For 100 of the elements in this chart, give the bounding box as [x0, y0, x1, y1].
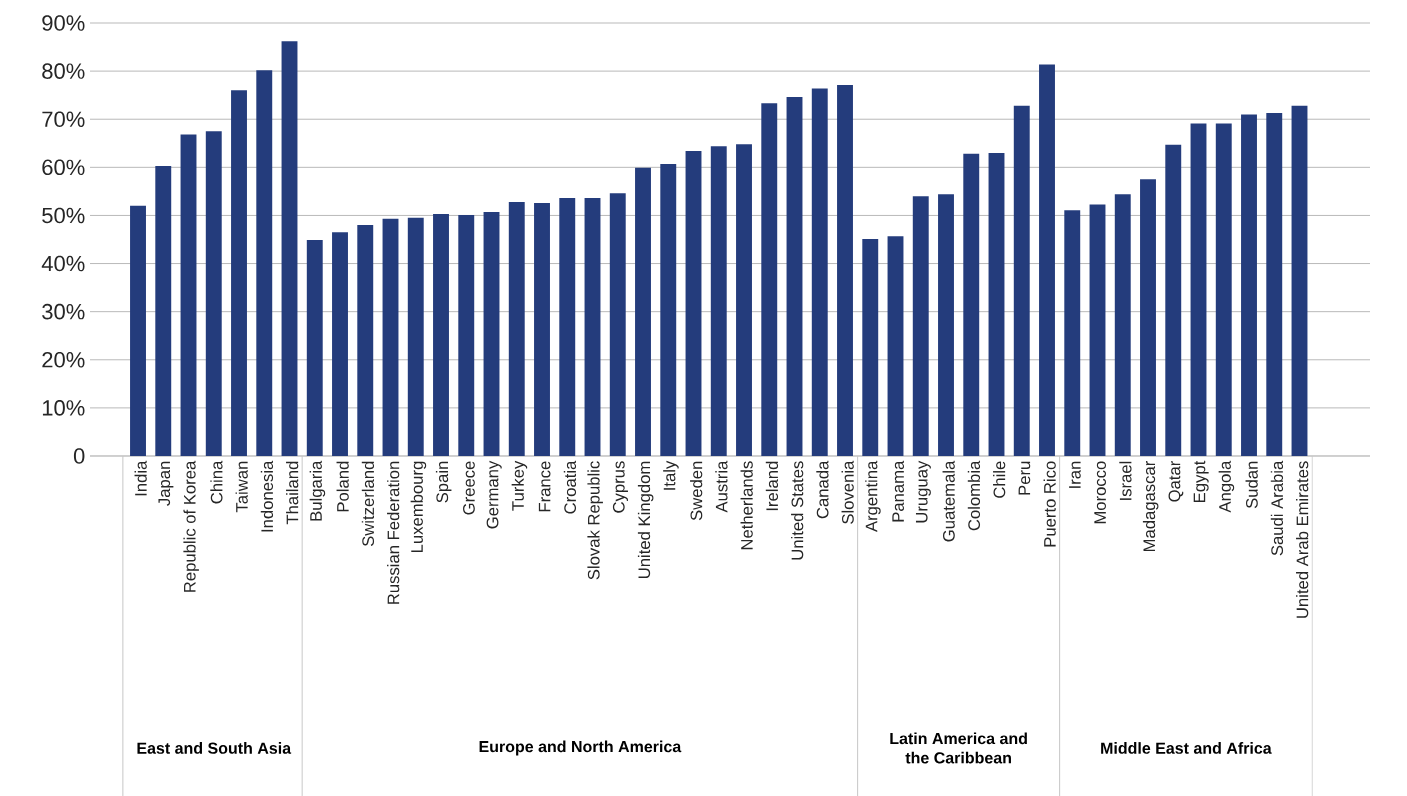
x-tick-label: Sudan [1245, 461, 1258, 509]
y-tick-label: 40% [41, 255, 85, 272]
bar [710, 146, 727, 456]
x-tick-label: Madagascar [1142, 461, 1159, 552]
x-tick-label: France [538, 461, 551, 512]
x-tick-label: Republic of Korea [183, 460, 199, 592]
y-tick-label: 10% [42, 400, 85, 416]
bar [837, 85, 853, 456]
x-tick-label: Poland [336, 461, 349, 512]
bar [155, 165, 172, 456]
bar [382, 218, 399, 456]
y-tick-label: 20% [42, 351, 85, 368]
y-tick-label: 0 [73, 448, 85, 464]
x-tick-label: Slovak Republic [587, 461, 603, 580]
x-tick-label: Japan [158, 461, 174, 506]
text: Middle East and Africa [1101, 742, 1272, 754]
bar [1114, 194, 1131, 456]
x-tick-label: Austria [715, 460, 728, 513]
x-tick-label: Italy [663, 460, 679, 490]
x-tick-label: Sweden [690, 461, 703, 521]
x-tick-label: China [210, 460, 223, 504]
bar [1013, 105, 1030, 456]
x-tick-label: Switzerland [361, 461, 375, 547]
text: Latin America and the Caribbean [890, 732, 1027, 764]
x-tick-label: Netherlands [740, 461, 753, 550]
x-tick-label: Puerto Rico [1043, 461, 1056, 547]
x-tick-label: Greece [463, 461, 475, 515]
bar [862, 239, 879, 456]
x-tick-label: Bulgaria [309, 460, 326, 521]
x-tick-label: Slovenia [841, 460, 854, 524]
x-tick-label: Cyprus [612, 461, 628, 513]
x-tick-label: Colombia [967, 460, 981, 531]
bar [534, 202, 550, 456]
x-tick-label: Croatia [563, 460, 577, 514]
bar [609, 193, 626, 456]
bar [1291, 105, 1308, 456]
x-tick-label: Guatemala [942, 460, 955, 542]
bar [938, 194, 954, 456]
bar [180, 134, 197, 456]
bar [1089, 204, 1106, 456]
bar [736, 144, 752, 456]
x-tick-label: Argentina [865, 460, 881, 532]
bar [963, 153, 980, 456]
x-tick-label: Indonesia [260, 460, 274, 532]
y-tick-label: 30% [42, 303, 85, 320]
bar [988, 152, 1005, 456]
bar [357, 225, 374, 456]
x-tick-label: Chile [993, 461, 1006, 498]
bar [1140, 179, 1156, 456]
x-tick-label: United Arab Emirates [1296, 461, 1309, 618]
x-tick-label: Russian Federation [387, 461, 400, 604]
x-tick-label: Qatar [1168, 460, 1184, 502]
bar [433, 214, 449, 456]
bar [786, 97, 803, 456]
x-tick-label: United States [791, 461, 804, 560]
bar [256, 70, 273, 456]
x-tick-label: Morocco [1094, 461, 1106, 524]
bar [306, 239, 323, 456]
bar [912, 196, 929, 456]
x-tick-label: India [134, 460, 147, 496]
bar [1165, 144, 1182, 456]
x-tick-label: Taiwan [235, 461, 248, 513]
y-tick-label: 60% [42, 159, 85, 176]
bar [1064, 210, 1081, 456]
y-tick-label: 70% [42, 111, 85, 128]
bar [635, 167, 651, 456]
x-tick-label: Luxembourg [410, 461, 427, 552]
x-tick-label: Canada [816, 460, 829, 519]
x-tick-label: Ireland [765, 461, 779, 511]
bar [1241, 114, 1257, 456]
bar [458, 214, 475, 456]
bar [1190, 123, 1207, 456]
bar [660, 163, 677, 456]
x-tick-label: United Kingdom [637, 461, 654, 579]
x-tick-label: Saudi Arabia [1270, 460, 1284, 556]
x-tick-label: Peru [1018, 461, 1031, 495]
bar [130, 205, 146, 456]
bar [1039, 64, 1055, 456]
x-tick-label: Iran [1069, 461, 1081, 488]
bar [811, 88, 828, 456]
bar [685, 150, 702, 456]
bar [508, 201, 525, 456]
bar [332, 232, 348, 456]
bar [761, 103, 778, 456]
bar [483, 212, 500, 456]
bar [407, 217, 424, 456]
bar [1266, 112, 1283, 456]
bar [205, 131, 222, 456]
x-tick-label: Egypt [1193, 460, 1209, 502]
bar [559, 198, 576, 456]
bar [281, 41, 298, 456]
y-tick-label: 80% [42, 63, 85, 79]
x-tick-label: Panama [892, 460, 904, 522]
bar [584, 198, 601, 456]
y-tick-label: 90% [42, 15, 85, 31]
bar [887, 236, 904, 456]
x-tick-label: Thailand [286, 461, 299, 525]
x-tick-label: Spain [435, 461, 452, 503]
bar [1215, 123, 1232, 456]
x-tick-label: Uruguay [915, 460, 931, 523]
